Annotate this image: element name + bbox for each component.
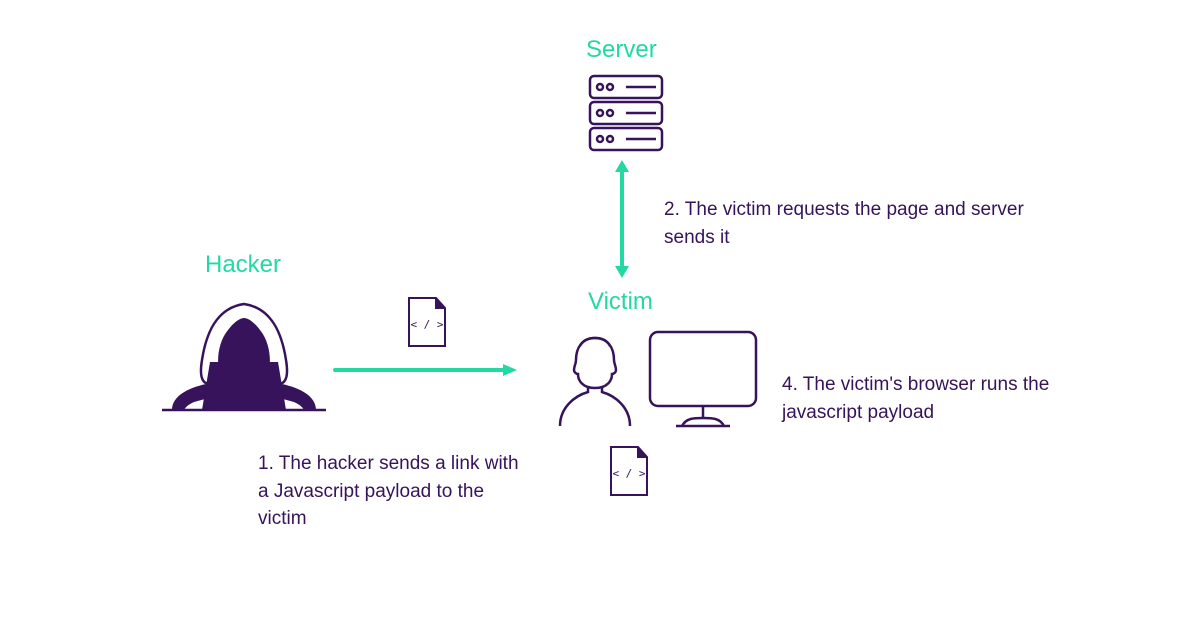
server-icon: [586, 72, 666, 154]
file-icon-1: < / >: [406, 295, 448, 349]
step-2-text: 2. The victim requests the page and serv…: [664, 196, 1024, 251]
step-1-text: 1. The hacker sends a link with a Javasc…: [258, 450, 528, 533]
victim-monitor-icon: [646, 328, 760, 430]
victim-person-icon: [552, 330, 638, 430]
code-text-2: < / >: [612, 467, 645, 480]
hacker-icon: [160, 292, 328, 412]
hacker-label: Hacker: [205, 251, 281, 279]
code-text-1: < / >: [410, 318, 443, 331]
server-label: Server: [586, 36, 657, 64]
file-icon-2: < / >: [608, 444, 650, 498]
step-4-text: 4. The victim's browser runs the javascr…: [782, 371, 1082, 426]
victim-label: Victim: [588, 288, 653, 316]
arrow-server-victim: [612, 158, 632, 280]
arrow-hacker-victim: [333, 361, 519, 379]
